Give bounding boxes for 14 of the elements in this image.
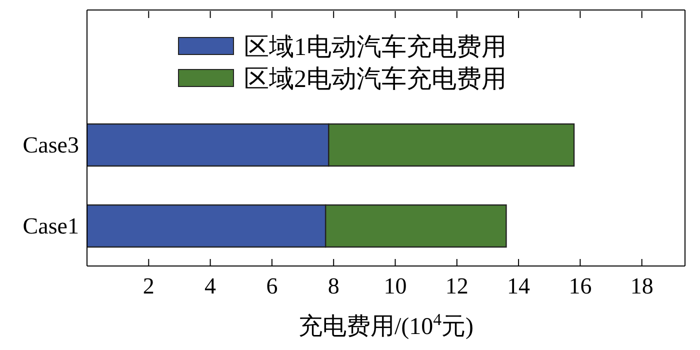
x-tick-label: 4 — [204, 273, 217, 298]
legend-label: 区域2电动汽车充电费用 — [244, 64, 506, 94]
y-tick-label: Case3 — [22, 132, 79, 158]
x-tick-label: 2 — [142, 273, 154, 298]
x-tick-label: 14 — [507, 273, 531, 298]
x-tick-label: 12 — [445, 273, 468, 298]
legend-label: 区域1电动汽车充电费用 — [244, 32, 506, 62]
x-axis-title: 充电费用/(10$^{4}$元) — [298, 310, 474, 340]
x-tick-label: 8 — [328, 273, 340, 298]
x-tick-label: 16 — [568, 273, 592, 298]
x-tick-label: 18 — [630, 273, 654, 298]
x-tick-label: 10 — [384, 273, 407, 298]
y-tick-label: Case1 — [22, 214, 79, 239]
x-tick-label: 6 — [266, 273, 278, 298]
